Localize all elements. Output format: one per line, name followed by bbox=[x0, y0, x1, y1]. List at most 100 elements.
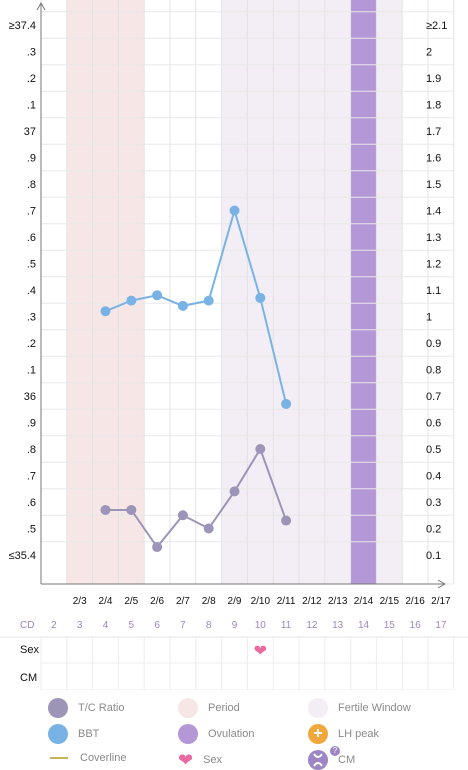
left-axis-tick-label: .1 bbox=[27, 100, 36, 112]
left-axis-tick-label: .4 bbox=[27, 285, 36, 297]
period-band bbox=[118, 0, 145, 584]
cycle-day-label: 13 bbox=[332, 620, 344, 631]
legend-lh-peak-label: LH peak bbox=[338, 728, 379, 740]
left-axis-tick-label: .9 bbox=[27, 418, 36, 430]
fertile-window-band bbox=[324, 0, 351, 584]
legend-coverline-label: Coverline bbox=[80, 752, 127, 764]
date-tick-label: 2/6 bbox=[150, 596, 164, 607]
cycle-day-label: 11 bbox=[281, 620, 292, 631]
cycle-day-label: 15 bbox=[384, 620, 396, 631]
ovulation-swatch bbox=[178, 724, 198, 744]
left-axis-tick-label: .2 bbox=[27, 73, 36, 85]
legend-tc-ratio-label: T/C Ratio bbox=[78, 702, 125, 714]
period-band bbox=[92, 0, 119, 584]
plus-icon: + bbox=[308, 724, 328, 744]
cervical-mucus-icon: ? bbox=[308, 746, 340, 770]
legend-bbt-label: BBT bbox=[78, 728, 100, 740]
left-axis-tick-label: .2 bbox=[27, 338, 36, 350]
left-axis-tick-label: .7 bbox=[27, 471, 36, 483]
left-axis-tick-label: .6 bbox=[27, 497, 36, 509]
right-axis-tick-label: 1.9 bbox=[426, 73, 441, 85]
fertile-window-band bbox=[299, 0, 325, 584]
bbt-point bbox=[281, 398, 292, 409]
right-axis-tick-label: 0.9 bbox=[426, 338, 441, 350]
right-axis-tick-label: 0.8 bbox=[426, 365, 441, 377]
legend-lh-peak: + LH peak bbox=[308, 724, 379, 744]
y-axis-arrow bbox=[36, 1, 46, 11]
left-axis-tick-label: .3 bbox=[27, 312, 36, 324]
left-axis-tick-label: .3 bbox=[27, 47, 36, 59]
tc-ratio-swatch bbox=[48, 698, 68, 718]
cycle-day-label: 7 bbox=[180, 620, 186, 631]
left-axis-tick-label: .9 bbox=[27, 153, 36, 165]
legend-cm: ? CM bbox=[308, 746, 355, 770]
left-axis-tick-label: .8 bbox=[27, 444, 36, 456]
tc_ratio-point bbox=[152, 542, 163, 553]
legend-ovulation-label: Ovulation bbox=[208, 728, 255, 740]
right-axis-tick-label: 1.2 bbox=[426, 259, 441, 271]
fertile-window-swatch bbox=[308, 698, 328, 718]
fertile-window-band bbox=[247, 0, 274, 584]
left-axis-tick-label: .6 bbox=[27, 232, 36, 244]
right-axis-tick-label: 1.3 bbox=[426, 232, 441, 244]
date-tick-label: 2/4 bbox=[99, 596, 113, 607]
date-tick-label: 2/3 bbox=[73, 596, 87, 607]
right-axis-tick-label: 1.4 bbox=[426, 206, 441, 218]
date-tick-label: 2/10 bbox=[251, 596, 271, 607]
tc_ratio-line bbox=[105, 446, 288, 549]
right-axis-tick-label: 1.8 bbox=[426, 100, 441, 112]
cycle-day-label: 2 bbox=[51, 620, 57, 631]
tc_ratio-point bbox=[229, 486, 240, 497]
date-tick-label: 2/11 bbox=[277, 596, 296, 607]
right-axis-tick-label: ≥2.1 bbox=[426, 20, 447, 32]
left-axis-tick-label: .1 bbox=[27, 365, 36, 377]
bbt-swatch bbox=[48, 724, 68, 744]
fertile-window-band bbox=[376, 0, 403, 584]
tc_ratio-point bbox=[203, 523, 214, 534]
help-icon[interactable]: ? bbox=[330, 746, 340, 756]
cycle-day-label: 10 bbox=[255, 620, 267, 631]
bbt-point bbox=[177, 300, 188, 311]
date-tick-label: 2/14 bbox=[354, 596, 374, 607]
date-tick-label: 2/12 bbox=[302, 596, 322, 607]
right-axis-tick-label: 0.3 bbox=[426, 497, 441, 509]
left-axis-tick-label: 36 bbox=[24, 391, 36, 403]
legend-bbt: BBT bbox=[48, 724, 99, 744]
period-band bbox=[66, 0, 93, 584]
right-axis-tick-label: 2 bbox=[426, 47, 432, 59]
legend-sex: ❤ Sex bbox=[178, 750, 222, 770]
bbt-point bbox=[229, 205, 240, 216]
chart-legend: T/C Ratio Period Fertile Window BBT Ovul… bbox=[0, 690, 468, 770]
tc_ratio-point bbox=[126, 504, 137, 515]
tc_ratio-point bbox=[281, 515, 292, 526]
cycle-day-label: 9 bbox=[232, 620, 238, 631]
left-axis-tick-label: .8 bbox=[27, 179, 36, 191]
cycle-day-label: 5 bbox=[129, 620, 135, 631]
cycle-day-label: 6 bbox=[154, 620, 160, 631]
date-tick-label: 2/9 bbox=[228, 596, 242, 607]
left-axis-tick-label: .5 bbox=[27, 524, 36, 536]
fertile-window-band bbox=[273, 0, 299, 584]
bbt-point bbox=[255, 292, 266, 303]
heart-icon: ❤ bbox=[254, 643, 267, 660]
date-tick-label: 2/7 bbox=[176, 596, 190, 607]
right-axis-tick-label: 1.6 bbox=[426, 153, 441, 165]
right-axis-tick-label: 0.1 bbox=[426, 550, 441, 562]
cycle-day-label: 16 bbox=[410, 620, 422, 631]
right-axis-tick-label: 0.2 bbox=[426, 524, 441, 536]
legend-tc-ratio: T/C Ratio bbox=[48, 698, 124, 718]
heart-icon: ❤ bbox=[178, 750, 194, 770]
cycle-day-label: 17 bbox=[435, 620, 447, 631]
legend-fertile-window: Fertile Window bbox=[308, 698, 411, 718]
left-axis-tick-label: .5 bbox=[27, 259, 36, 271]
cycle-day-label: 4 bbox=[103, 620, 109, 631]
plus-glyph: + bbox=[313, 725, 323, 742]
cycle-day-label: 3 bbox=[77, 620, 83, 631]
legend-sex-label: Sex bbox=[203, 754, 223, 766]
period-swatch bbox=[178, 698, 198, 718]
legend-period: Period bbox=[178, 698, 240, 718]
legend-period-label: Period bbox=[208, 702, 240, 714]
bbt-point bbox=[203, 295, 214, 306]
right-axis-tick-label: 0.4 bbox=[426, 471, 441, 483]
legend-coverline: Coverline bbox=[48, 752, 126, 764]
